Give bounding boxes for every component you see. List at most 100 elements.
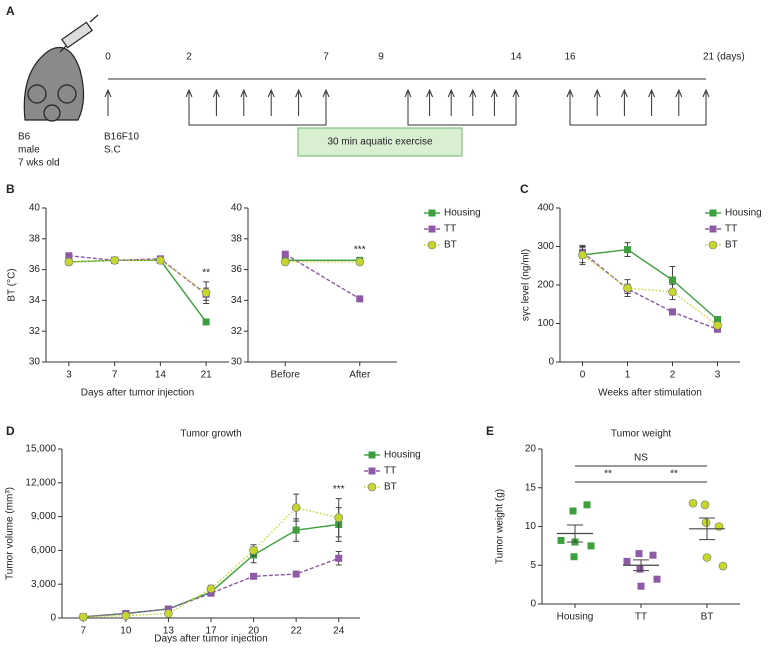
- x-tick-label: After: [349, 370, 371, 381]
- legend-marker: [367, 482, 377, 492]
- y-tick-label: 20: [525, 444, 537, 455]
- significance: ***: [333, 484, 345, 495]
- series-line: [68, 259, 207, 323]
- x-tick-label: 3: [715, 370, 721, 381]
- comparison-label: **: [670, 469, 678, 480]
- data-point: [291, 503, 301, 512]
- arrow: [648, 88, 656, 116]
- arrow: [675, 88, 683, 116]
- injection-info: B16F10: [104, 132, 139, 143]
- data-point: [578, 250, 587, 260]
- y-tick-label: 200: [537, 280, 554, 291]
- y-tick-label: 38: [231, 233, 243, 244]
- x-tick-label: 20: [248, 626, 260, 637]
- arrow: [447, 88, 455, 116]
- y-tick-label: 40: [231, 203, 243, 214]
- legend-marker: [708, 240, 718, 250]
- day-label: 21 (days): [703, 52, 745, 63]
- legend-label: Housing: [725, 208, 762, 219]
- data-point: [668, 287, 677, 297]
- data-point: [206, 584, 216, 594]
- day-label: 2: [186, 52, 192, 63]
- panel-label: D: [6, 424, 15, 438]
- data-point: [583, 501, 591, 509]
- timeline-axis: [108, 78, 707, 126]
- data-point: [635, 550, 643, 558]
- series-line: [284, 253, 361, 300]
- comparison-label: **: [604, 469, 612, 480]
- x-tick-label: Before: [271, 370, 301, 381]
- x-axis-label: Days after tumor injection: [81, 388, 194, 399]
- data-point: [624, 246, 631, 254]
- exercise-box: [297, 127, 463, 157]
- arrow: [593, 88, 601, 116]
- x-tick-label: 2: [670, 370, 676, 381]
- arrow: [267, 88, 275, 116]
- y-tick-label: 15: [525, 482, 537, 493]
- data-point: [292, 526, 300, 534]
- arrow: [566, 88, 574, 116]
- y-axis-label: Tumor weight (g): [495, 489, 506, 564]
- y-tick-label: 9,000: [31, 511, 56, 522]
- sem-bar: [567, 524, 583, 543]
- x-axis-label: Weeks after stimulation: [598, 388, 702, 399]
- arrow: [104, 88, 112, 116]
- panel-label: C: [520, 182, 529, 196]
- panel-label: A: [6, 4, 15, 18]
- sem-bar: [633, 559, 649, 572]
- data-point: [649, 551, 657, 559]
- mouse-info: male: [18, 145, 40, 156]
- y-axis-label: Tumor volume (mm³): [5, 487, 16, 580]
- arrow: [490, 88, 498, 116]
- data-point: [292, 570, 300, 578]
- y-tick-label: 10: [525, 521, 537, 532]
- data-point: [356, 295, 364, 303]
- data-point: [201, 288, 211, 298]
- legend-label: TT: [384, 466, 396, 477]
- data-point: [78, 612, 88, 622]
- data-point: [355, 257, 365, 267]
- x-tick-label: TT: [635, 612, 647, 623]
- y-tick-label: 36: [29, 264, 41, 275]
- arrow: [426, 88, 434, 116]
- x-tick-label: 1: [625, 370, 631, 381]
- arrow: [240, 88, 248, 116]
- y-tick-label: 36: [231, 264, 243, 275]
- x-tick-label: 0: [580, 370, 586, 381]
- data-point: [587, 542, 595, 550]
- y-tick-label: 400: [537, 203, 554, 214]
- x-tick-label: 17: [205, 626, 217, 637]
- x-tick-label: 7: [112, 370, 118, 381]
- y-tick-label: 0: [530, 599, 536, 610]
- data-point: [701, 518, 711, 527]
- data-point: [700, 500, 710, 510]
- arrow: [702, 88, 710, 116]
- data-point: [669, 276, 676, 284]
- data-point: [623, 283, 632, 293]
- data-point: [250, 572, 258, 580]
- x-tick-label: 3: [66, 370, 72, 381]
- legend-marker: [368, 467, 376, 475]
- y-tick-label: 38: [29, 233, 41, 244]
- data-point: [164, 609, 173, 618]
- legend-label: Housing: [444, 208, 481, 219]
- data-point: [334, 513, 344, 523]
- series-line: [68, 259, 207, 294]
- mouse-info: B6: [18, 132, 31, 143]
- comparison-label: NS: [634, 453, 648, 464]
- legend-label: TT: [725, 224, 737, 235]
- y-tick-label: 30: [29, 357, 41, 368]
- x-tick-label: 14: [155, 370, 167, 381]
- legend-marker: [427, 240, 437, 250]
- y-tick-label: 15,000: [25, 444, 56, 455]
- significance: ***: [354, 244, 366, 255]
- y-axis-label: sγc level (ng/ml): [521, 249, 532, 321]
- y-tick-label: 30: [231, 357, 243, 368]
- arrow: [404, 88, 412, 116]
- y-tick-label: 34: [231, 295, 243, 306]
- legend-marker: [368, 451, 376, 459]
- arrow: [295, 88, 303, 116]
- x-axis-label: Days after tumor injection: [154, 634, 267, 643]
- y-tick-label: 32: [29, 326, 41, 337]
- series-line: [582, 248, 718, 321]
